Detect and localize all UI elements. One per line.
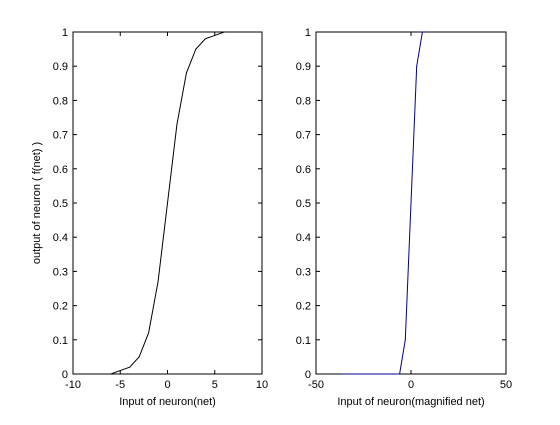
- x-axis-label: Input of neuron(net): [119, 396, 216, 408]
- data-point: [342, 373, 344, 375]
- y-tick-label: 0.5: [53, 198, 68, 210]
- data-point: [387, 373, 389, 375]
- x-tick-label: -5: [115, 379, 125, 391]
- data-point: [353, 373, 355, 375]
- data-point: [214, 34, 216, 36]
- data-point: [364, 373, 366, 375]
- data-point: [148, 332, 150, 334]
- data-point: [223, 31, 225, 33]
- data-point: [376, 373, 378, 375]
- y-tick-label: 0.3: [296, 266, 311, 278]
- data-point: [138, 356, 140, 358]
- data-point: [399, 373, 401, 375]
- y-tick-label: 0.3: [53, 266, 68, 278]
- x-tick-label: 50: [500, 379, 512, 391]
- y-tick-label: 0.9: [53, 61, 68, 73]
- y-tick-label: 0.2: [296, 301, 311, 313]
- data-point: [404, 339, 406, 341]
- data-point: [72, 373, 74, 375]
- data-point: [410, 202, 412, 204]
- x-tick-label: -50: [308, 379, 324, 391]
- y-axis-label: output of neuron ( f(net) ): [31, 142, 43, 264]
- y-tick-label: 0.6: [296, 164, 311, 176]
- x-tick-label: 5: [212, 379, 218, 391]
- x-tick-label: -10: [65, 379, 81, 391]
- y-tick-label: 0: [62, 369, 68, 381]
- data-point: [421, 31, 423, 33]
- y-tick-label: 0.8: [296, 95, 311, 107]
- x-tick-label: 10: [256, 379, 268, 391]
- y-tick-label: 1: [305, 27, 311, 39]
- data-point: [195, 48, 197, 50]
- data-point: [423, 31, 425, 33]
- data-point: [204, 38, 206, 40]
- y-tick-label: 0.1: [296, 335, 311, 347]
- data-point: [100, 373, 102, 375]
- data-point: [176, 123, 178, 125]
- data-point: [110, 373, 112, 375]
- data-point: [129, 366, 131, 368]
- y-tick-label: 0.9: [296, 61, 311, 73]
- data-point: [119, 370, 121, 372]
- data-point: [81, 373, 83, 375]
- data-point: [185, 72, 187, 74]
- y-tick-label: 0.4: [296, 232, 311, 244]
- y-tick-label: 1: [62, 27, 68, 39]
- y-tick-label: 0.6: [53, 164, 68, 176]
- data-point: [167, 202, 168, 204]
- y-tick-label: 0.7: [296, 130, 311, 142]
- x-tick-label: 0: [164, 379, 170, 391]
- y-tick-label: 0.2: [53, 301, 68, 313]
- y-tick-label: 0.4: [53, 232, 68, 244]
- x-axis-label: Input of neuron(magnified net): [337, 396, 484, 408]
- chart-panel-2: 00.10.20.30.40.50.60.70.80.91-50 0 50Input…: [296, 27, 512, 408]
- chart-panel-1: 0 0.1 0.2 0.3 0.4 0.5 0.6 0.7 0.8 0.9 1 -10 -5 0 5 10 In…: [31, 27, 268, 408]
- y-tick-label: 0.5: [296, 198, 311, 210]
- y-tick-label: 0.7: [53, 130, 68, 142]
- y-tick-label: 0: [305, 369, 311, 381]
- data-point: [91, 373, 93, 375]
- x-tick-label: 0: [408, 379, 414, 391]
- y-tick-label: 0.1: [53, 335, 68, 347]
- y-tick-label: 0.8: [53, 95, 68, 107]
- data-point: [416, 65, 418, 67]
- data-point: [157, 281, 159, 283]
